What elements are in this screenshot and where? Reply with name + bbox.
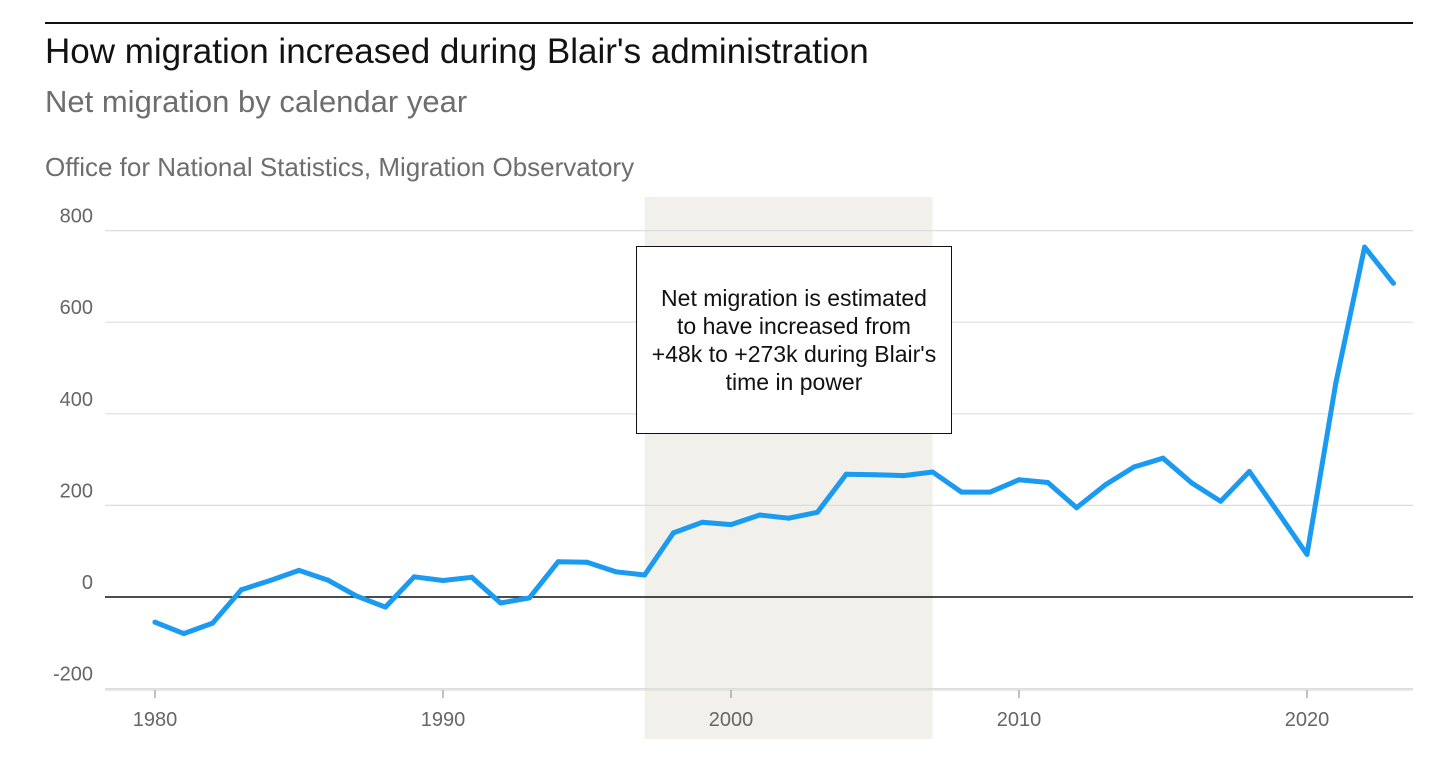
data-point — [526, 595, 532, 601]
data-point — [181, 631, 187, 637]
data-point — [670, 530, 676, 536]
data-point — [152, 619, 158, 625]
data-point — [1102, 482, 1108, 488]
data-point — [757, 512, 763, 518]
data-point — [728, 522, 734, 528]
axis-layer: -200 0 200 400 600 800 1980 1990 2000 2010 2020 — [53, 206, 1413, 731]
data-point — [814, 509, 820, 515]
data-point — [1333, 380, 1339, 386]
data-point — [584, 559, 590, 565]
data-point — [1131, 464, 1137, 470]
chart-source: Office for National Statistics, Migratio… — [45, 152, 635, 182]
data-point — [469, 574, 475, 580]
data-point — [901, 473, 907, 479]
data-point — [296, 567, 302, 573]
data-point — [210, 620, 216, 626]
x-tick-label: 1980 — [133, 709, 178, 731]
line-layer — [152, 244, 1396, 637]
y-tick-label: 400 — [60, 389, 93, 411]
data-point — [699, 519, 705, 525]
data-point — [613, 569, 619, 575]
x-tick-label: 2000 — [709, 709, 754, 731]
data-point — [987, 489, 993, 495]
series-line — [152, 244, 1396, 637]
data-point — [958, 489, 964, 495]
y-tick-label: 800 — [60, 206, 93, 228]
chart-subtitle: Net migration by calendar year — [45, 84, 468, 119]
data-point — [1045, 480, 1051, 485]
grid-layer — [105, 230, 1413, 690]
data-point — [786, 515, 792, 521]
data-point — [555, 559, 561, 565]
chart-title: How migration increased during Blair's a… — [45, 32, 869, 71]
x-tick-label: 2010 — [997, 709, 1042, 731]
y-tick-label: -200 — [53, 664, 93, 686]
data-point — [1074, 505, 1080, 511]
y-tick-label: 600 — [60, 297, 93, 319]
x-tick-label: 1990 — [421, 709, 466, 731]
data-point — [498, 600, 504, 606]
data-point — [411, 574, 417, 580]
data-point — [1189, 480, 1195, 486]
data-point — [1160, 455, 1166, 461]
data-point — [930, 469, 936, 475]
y-tick-label: 200 — [60, 480, 93, 502]
data-point — [1218, 498, 1224, 504]
top-rule — [45, 22, 1413, 24]
data-point — [872, 472, 878, 478]
data-point — [238, 587, 244, 593]
data-point — [1304, 551, 1310, 557]
data-point — [1362, 244, 1368, 250]
data-point — [440, 578, 446, 584]
data-point — [267, 578, 273, 584]
data-point — [354, 593, 360, 599]
data-point — [325, 577, 331, 583]
y-tick-label: 0 — [82, 572, 93, 594]
x-tick-label: 2020 — [1285, 709, 1330, 731]
annotation-box: Net migration is estimated to have incre… — [636, 246, 952, 434]
data-point — [642, 572, 648, 578]
data-point — [1390, 280, 1396, 286]
data-point — [382, 604, 388, 610]
data-point — [843, 471, 849, 477]
data-point — [1275, 510, 1281, 516]
data-point — [1016, 477, 1022, 483]
data-point — [1246, 469, 1252, 475]
